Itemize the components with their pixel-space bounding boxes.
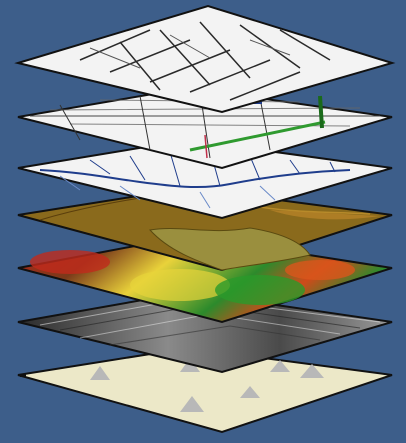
soils-layer: [17, 186, 393, 272]
streets-layer: [14, 4, 396, 114]
imagery-layer: [17, 290, 393, 374]
base-layer: [17, 346, 393, 434]
hydrology-layer: [17, 138, 393, 220]
